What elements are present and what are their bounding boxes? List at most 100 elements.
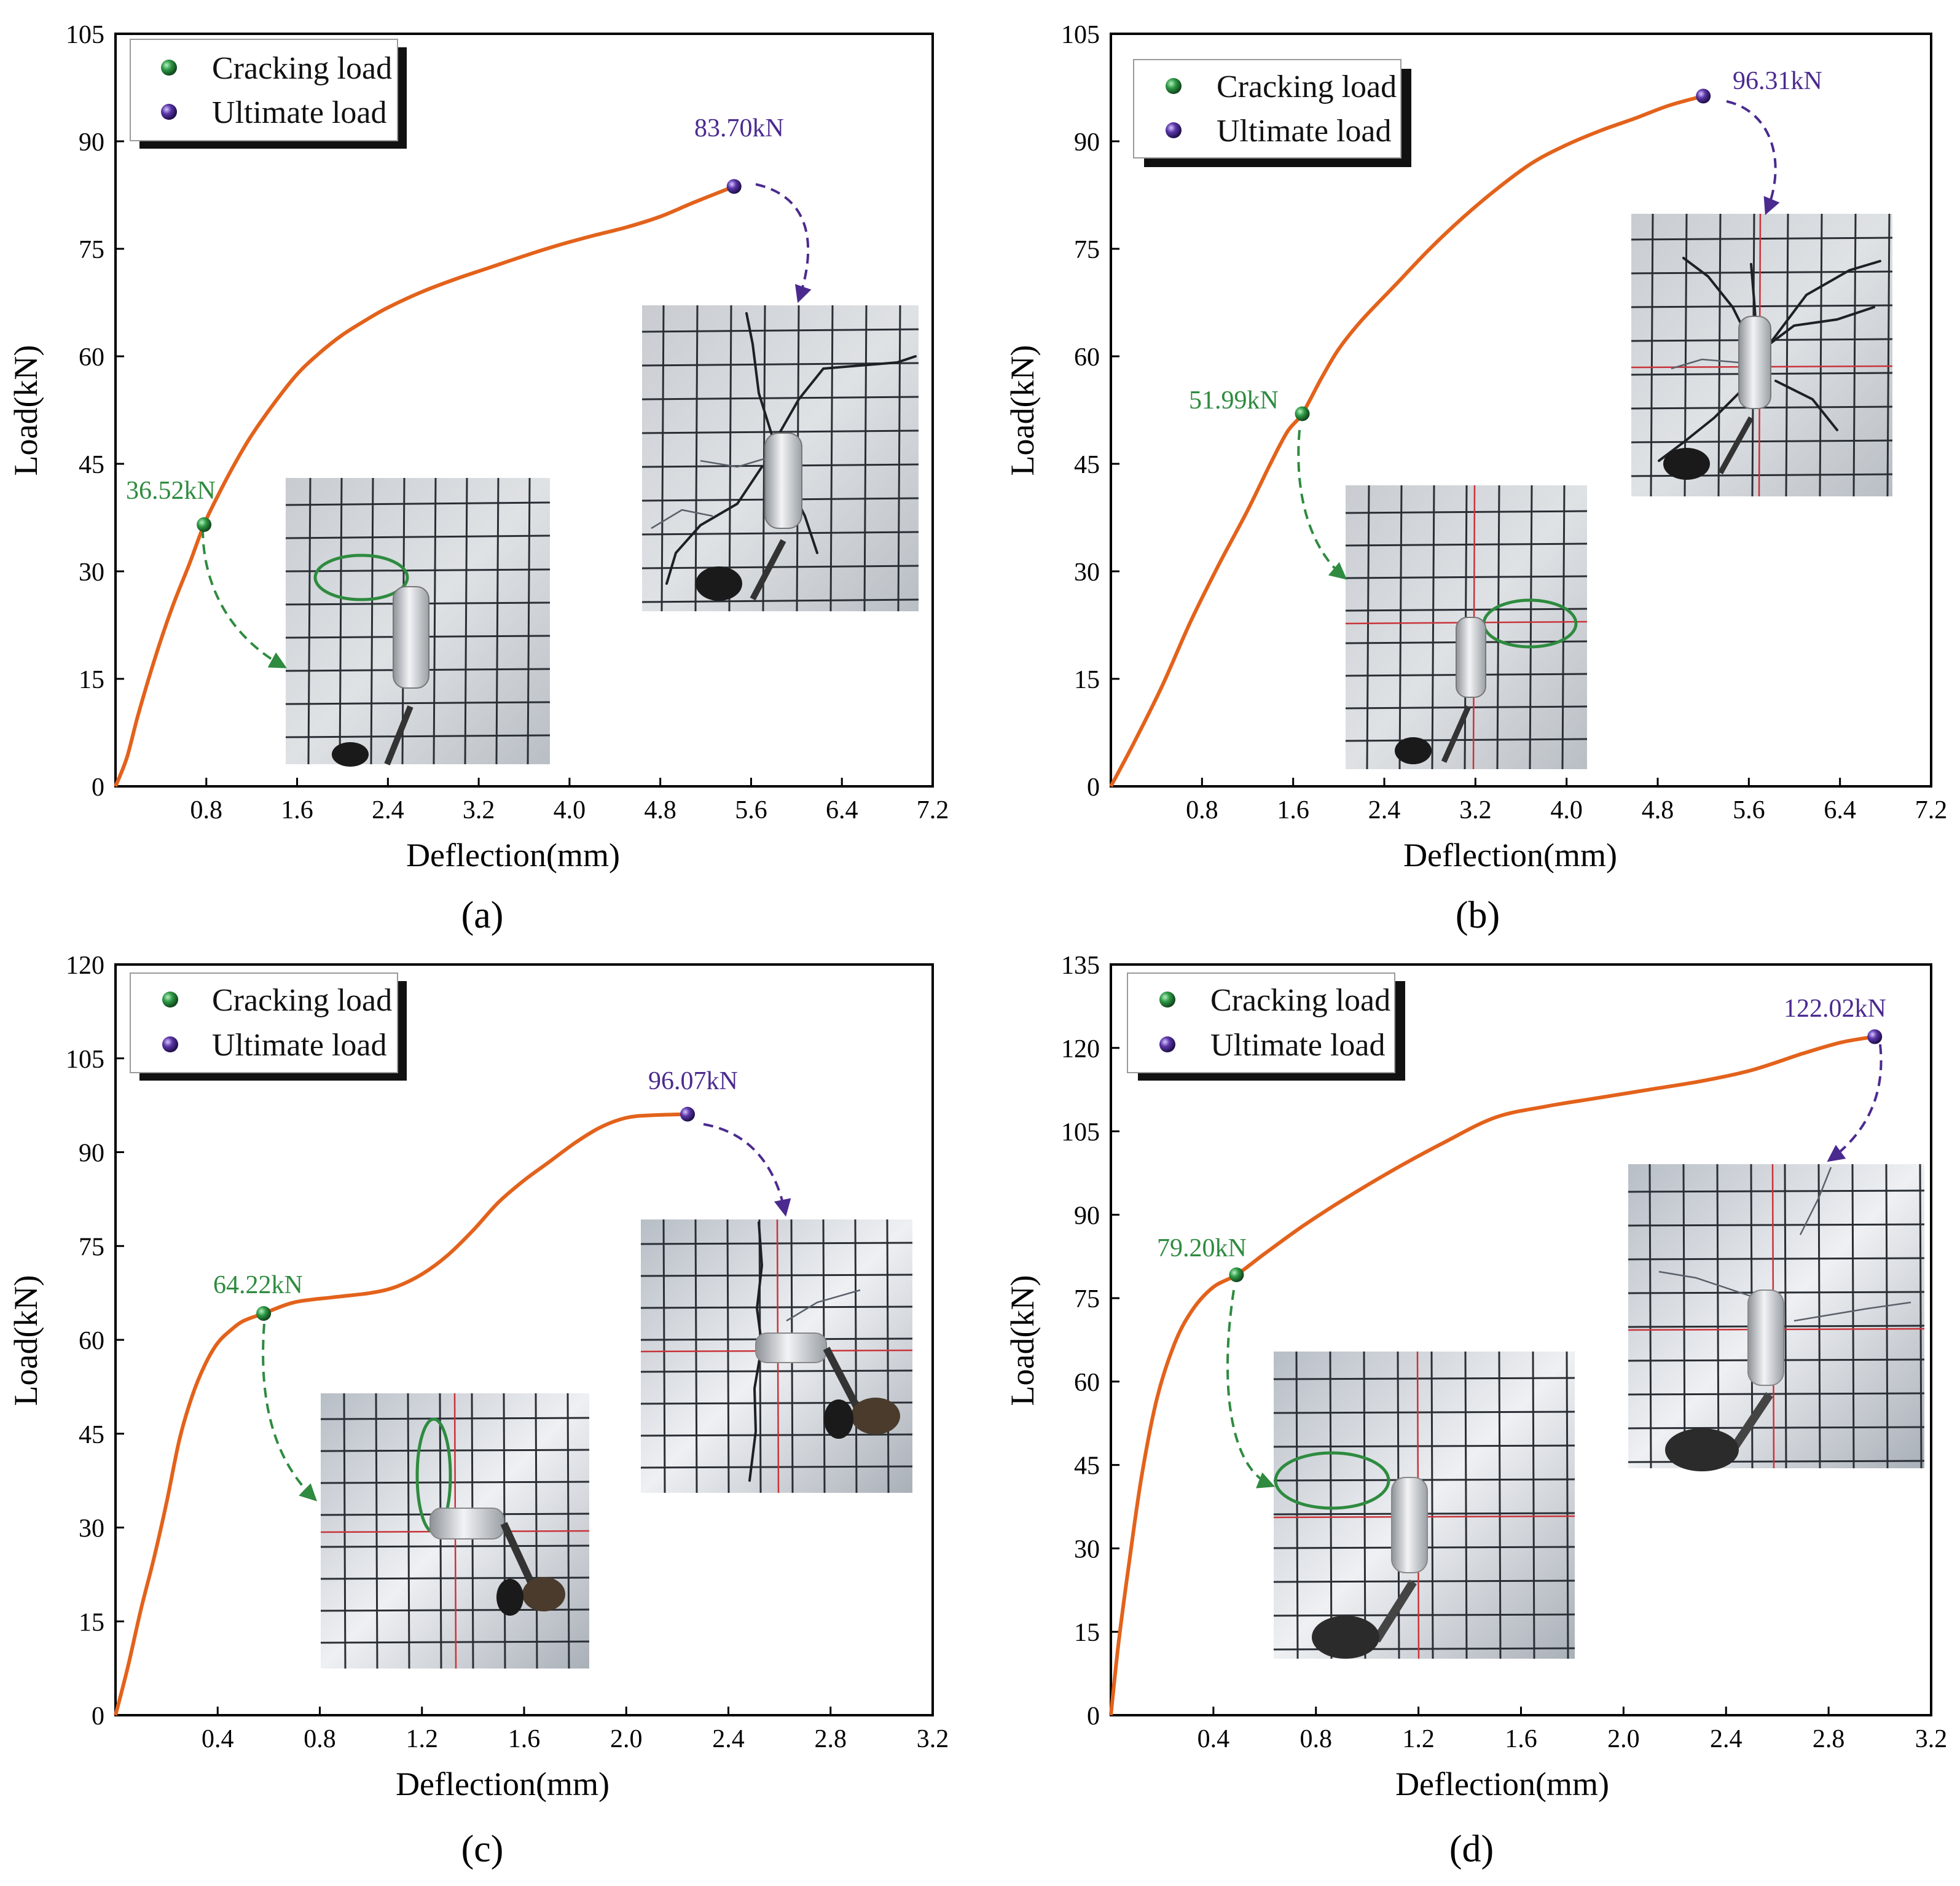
x-tick-label: 1.2 (1402, 1725, 1435, 1753)
y-tick-label: 45 (79, 1421, 104, 1449)
cracking-point (1295, 406, 1310, 421)
y-tick-label: 15 (79, 1608, 104, 1637)
x-tick-label: 1.6 (1505, 1725, 1537, 1753)
inset-photo-ultimate (1631, 213, 1893, 497)
legend-cracking-label: Cracking load (1217, 69, 1397, 104)
green-sphere-icon (161, 60, 177, 76)
cracking-point (197, 517, 212, 532)
ultimate-arrow (1726, 100, 1780, 216)
y-tick-label: 30 (79, 558, 104, 587)
ultimate-point (726, 179, 742, 194)
panel-c: 0.4 0.8 1.2 1.6 2.0 2.4 2.8 3.2 0 15 30 45 60 75 90 10… (7, 952, 949, 1870)
x-tick-label: 1.6 (1277, 796, 1309, 824)
y-axis-ticks: 0 15 30 45 60 75 90 105 120 (66, 952, 124, 1731)
y-tick-label: 60 (79, 1327, 104, 1355)
x-tick-label: 4.8 (644, 796, 676, 824)
y-tick-label: 0 (92, 1702, 104, 1731)
cracking-arrow (262, 1323, 318, 1501)
x-tick-label: 1.6 (508, 1725, 541, 1753)
y-tick-label: 90 (1074, 128, 1100, 157)
legend: Cracking load Ultimate load (130, 972, 407, 1081)
ultimate-load-label: 122.02kN (1784, 995, 1886, 1023)
green-sphere-icon (162, 992, 178, 1008)
y-tick-label: 45 (1074, 1452, 1100, 1481)
ultimate-point (680, 1106, 695, 1122)
inset-photo-cracking (1345, 485, 1588, 770)
y-tick-label: 45 (79, 451, 104, 479)
ultimate-point (1867, 1029, 1883, 1044)
x-tick-label: 5.6 (1733, 796, 1765, 824)
x-tick-label: 0.8 (304, 1725, 336, 1753)
panel-label: (a) (461, 894, 504, 936)
y-tick-label: 105 (66, 21, 104, 49)
panel-b: 0.8 1.6 2.4 3.2 4.0 4.8 5.6 6.4 7.2 0 15 30 45 60 75 9… (1004, 21, 1947, 936)
ultimate-point (1696, 88, 1711, 104)
y-axis-ticks: 0 15 30 45 60 75 90 105 120 135 (1061, 952, 1119, 1731)
panel-a: 0.8 1.6 2.4 3.2 4.0 4.8 5.6 6.4 7.2 0 15 30 45 60 75 9… (7, 21, 949, 936)
legend: Cracking load Ultimate load (1133, 59, 1411, 167)
ultimate-arrow (703, 1123, 791, 1217)
x-axis-title: Deflection(mm) (396, 1766, 610, 1802)
y-tick-label: 75 (1074, 236, 1100, 264)
x-axis-title: Deflection(mm) (1395, 1766, 1609, 1802)
legend-ultimate-label: Ultimate load (212, 1028, 386, 1063)
x-tick-label: 4.0 (1550, 796, 1583, 824)
x-tick-label: 6.4 (1824, 796, 1856, 824)
y-tick-label: 90 (1074, 1202, 1100, 1230)
legend-ultimate-label: Ultimate load (1210, 1028, 1385, 1063)
x-tick-label: 1.6 (281, 796, 313, 824)
load-deflection-curve (1109, 1035, 1875, 1716)
y-tick-label: 15 (79, 666, 104, 694)
y-axis-ticks: 0 15 30 45 60 75 90 105 (1061, 21, 1119, 802)
cracking-load-label: 51.99kN (1189, 386, 1279, 415)
x-axis-title: Deflection(mm) (1403, 837, 1617, 874)
y-tick-label: 120 (66, 952, 104, 980)
x-tick-label: 7.2 (917, 796, 949, 824)
inset-photo-ultimate (641, 305, 919, 612)
x-tick-label: 2.0 (610, 1725, 643, 1753)
photo-grid-lines (640, 1219, 913, 1493)
panel-label: (b) (1456, 894, 1500, 936)
y-tick-label: 75 (79, 236, 104, 264)
x-axis-ticks: 0.8 1.6 2.4 3.2 4.0 4.8 5.6 6.4 7.2 (190, 778, 949, 824)
x-tick-label: 2.8 (1813, 1725, 1845, 1753)
y-axis-title: Load(kN) (7, 1275, 44, 1406)
x-tick-label: 0.8 (190, 796, 223, 824)
legend-cracking-label: Cracking load (212, 51, 392, 86)
x-axis-ticks: 0.8 1.6 2.4 3.2 4.0 4.8 5.6 6.4 7.2 (1186, 778, 1947, 824)
load-deflection-curve (114, 1112, 688, 1716)
cracking-arrow (1226, 1289, 1276, 1489)
purple-sphere-icon (161, 104, 177, 120)
x-tick-label: 2.0 (1607, 1725, 1640, 1753)
cracking-point (256, 1306, 272, 1321)
legend: Cracking load Ultimate load (130, 39, 407, 149)
x-tick-label: 3.2 (1915, 1725, 1948, 1753)
y-tick-label: 60 (1074, 1369, 1100, 1397)
cracking-point (1229, 1267, 1244, 1283)
x-axis-ticks: 0.4 0.8 1.2 1.6 2.0 2.4 2.8 3.2 (1198, 1707, 1948, 1753)
y-tick-label: 60 (1074, 343, 1100, 372)
y-tick-label: 75 (1074, 1285, 1100, 1313)
panel-label: (d) (1449, 1828, 1494, 1870)
y-tick-label: 90 (79, 128, 104, 157)
y-tick-label: 90 (79, 1140, 104, 1168)
x-axis-title: Deflection(mm) (406, 837, 620, 874)
inset-photo-cracking (320, 1393, 590, 1669)
y-tick-label: 15 (1074, 1619, 1100, 1647)
y-tick-label: 135 (1061, 952, 1100, 980)
x-axis-ticks: 0.4 0.8 1.2 1.6 2.0 2.4 2.8 3.2 (202, 1707, 949, 1753)
x-tick-label: 7.2 (1915, 796, 1948, 824)
y-tick-label: 0 (1087, 773, 1100, 802)
x-tick-label: 0.8 (1300, 1725, 1333, 1753)
y-tick-label: 75 (79, 1233, 104, 1261)
x-tick-label: 2.4 (1710, 1725, 1742, 1753)
y-axis-title: Load(kN) (1004, 1275, 1041, 1406)
plot-frame (1110, 33, 1932, 788)
x-tick-label: 0.4 (202, 1725, 234, 1753)
legend-cracking-label: Cracking load (212, 983, 392, 1018)
inset-photo-cracking (1273, 1351, 1575, 1659)
inset-photo-ultimate (1628, 1164, 1925, 1471)
y-tick-label: 30 (79, 1515, 104, 1543)
y-axis-title: Load(kN) (7, 345, 44, 476)
